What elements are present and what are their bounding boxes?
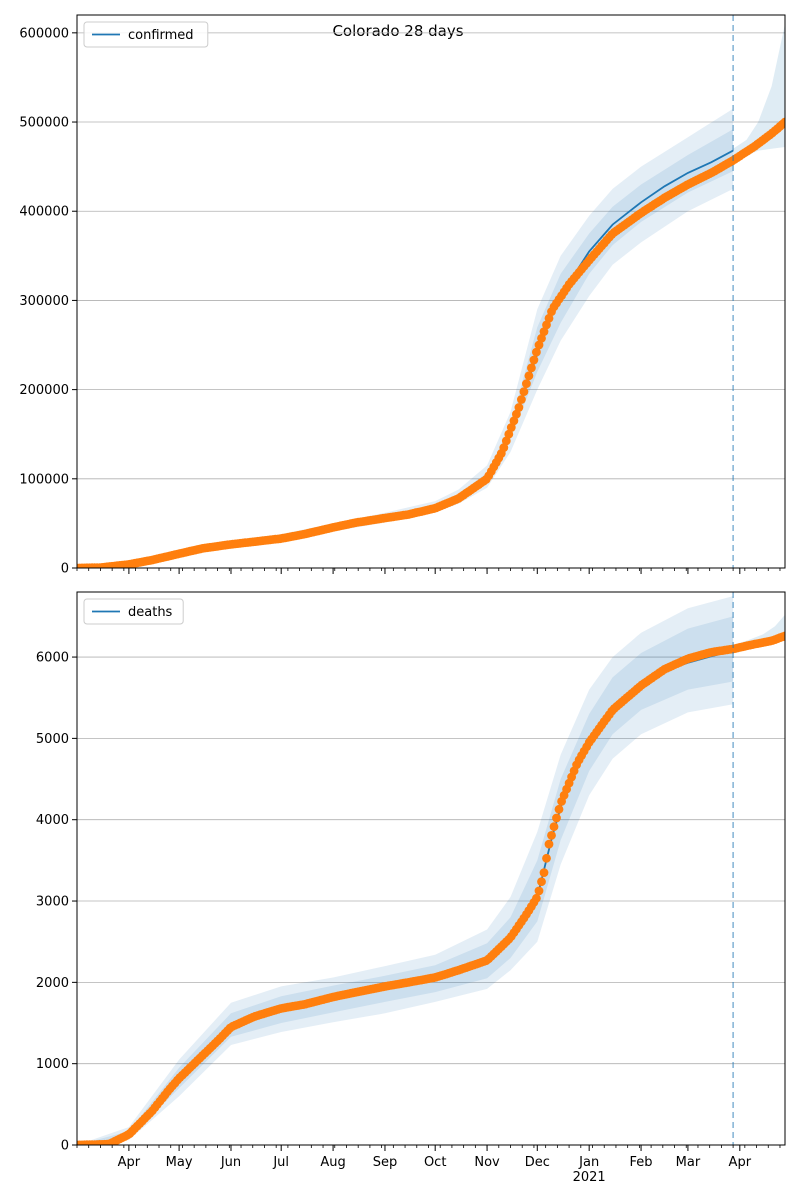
y-tick-label: 3000 xyxy=(36,895,69,910)
legend-box xyxy=(83,598,184,625)
y-tick-label: 100000 xyxy=(19,472,69,487)
x-tick-label: May xyxy=(166,1155,193,1170)
observed-point xyxy=(527,363,536,373)
observed-point xyxy=(544,839,554,849)
x-year-label: 2021 xyxy=(573,1170,606,1185)
y-tick-label: 6000 xyxy=(36,651,69,666)
plot-area xyxy=(77,23,785,568)
y-tick-label: 2000 xyxy=(36,976,69,991)
y-tick-label: 600000 xyxy=(19,26,69,41)
x-tick-label: Aug xyxy=(320,1155,345,1170)
observed-point xyxy=(534,340,544,350)
observed-point xyxy=(529,355,539,365)
observed-point xyxy=(504,429,514,439)
confidence-band xyxy=(77,129,734,568)
x-tick-label: Oct xyxy=(424,1155,446,1170)
y-tick-label: 400000 xyxy=(19,205,69,220)
y-tick-label: 500000 xyxy=(19,116,69,131)
x-tick-label: Sep xyxy=(373,1155,398,1170)
y-tick-label: 0 xyxy=(61,1139,69,1154)
x-tick-label: Jul xyxy=(272,1155,289,1170)
observed-point xyxy=(499,443,509,452)
observed-point xyxy=(549,822,559,832)
observed-point xyxy=(547,831,556,840)
observed-point xyxy=(537,877,546,887)
observed-point xyxy=(532,347,541,357)
x-tick-label: Apr xyxy=(118,1155,141,1170)
observed-point xyxy=(501,436,511,446)
confidence-band xyxy=(77,108,734,568)
y-tick-label: 300000 xyxy=(19,294,69,309)
x-tick-label: Jan xyxy=(578,1155,599,1170)
legend-label: deaths xyxy=(128,605,173,620)
deaths-panel: 0 1000 2000 3000 4000 5000 6000 Apr May Jun Jul Aug… xyxy=(36,591,786,1185)
confidence-band xyxy=(77,616,734,1145)
y-tick-label: 4000 xyxy=(36,813,69,828)
y-tick-label: 200000 xyxy=(19,383,69,398)
observed-point xyxy=(532,893,541,903)
legend-label: confirmed xyxy=(128,28,194,43)
observed-point xyxy=(539,327,549,336)
plot-area xyxy=(77,596,785,1145)
x-tick-label: Dec xyxy=(525,1155,550,1170)
observed-point xyxy=(544,313,554,323)
observed-point xyxy=(512,409,521,419)
observed-point xyxy=(514,403,524,412)
observed-point xyxy=(539,868,549,877)
observed-point xyxy=(537,333,546,343)
y-tick-label: 5000 xyxy=(36,732,69,747)
observed-point xyxy=(542,320,551,330)
observed-point xyxy=(780,117,785,127)
observed-point xyxy=(506,423,516,432)
confidence-band xyxy=(77,596,734,1145)
x-tick-label: Jun xyxy=(220,1155,241,1170)
chart-title: Colorado 28 days xyxy=(332,22,463,40)
y-tick-label: 0 xyxy=(61,562,69,577)
x-tick-label: Mar xyxy=(676,1155,701,1170)
x-tick-label: Nov xyxy=(474,1155,500,1170)
observed-point xyxy=(509,416,519,426)
legend-box xyxy=(83,21,209,48)
axes-frame xyxy=(76,14,786,569)
x-tick-label: Apr xyxy=(729,1155,752,1170)
observed-point xyxy=(517,395,526,404)
axes-frame xyxy=(76,591,786,1146)
observed-point xyxy=(524,371,534,381)
legend: deaths xyxy=(83,598,184,625)
confirmed-panel: 0 100000 200000 300000 400000 500000 600000 con… xyxy=(19,14,786,577)
observed-point xyxy=(554,804,564,814)
observed-point xyxy=(542,853,551,863)
x-tick-label: Feb xyxy=(630,1155,653,1170)
legend: confirmed xyxy=(83,21,209,48)
observed-point xyxy=(780,631,785,641)
observed-point xyxy=(522,379,531,389)
y-tick-label: 1000 xyxy=(36,1057,69,1072)
observed-point xyxy=(552,813,561,823)
observed-point xyxy=(519,387,529,396)
observed-point xyxy=(534,886,544,896)
